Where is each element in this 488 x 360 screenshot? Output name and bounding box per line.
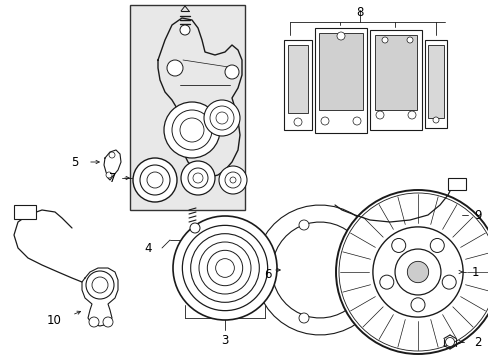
Circle shape: [407, 261, 428, 283]
Circle shape: [193, 173, 203, 183]
Circle shape: [429, 238, 444, 252]
Circle shape: [199, 242, 250, 294]
Circle shape: [394, 249, 440, 295]
Circle shape: [219, 166, 246, 194]
Circle shape: [352, 117, 360, 125]
Circle shape: [445, 338, 453, 346]
Circle shape: [293, 118, 302, 126]
Circle shape: [335, 190, 488, 354]
Circle shape: [381, 37, 387, 43]
Text: 5: 5: [70, 156, 78, 168]
Text: 4: 4: [144, 242, 152, 255]
Circle shape: [320, 117, 328, 125]
Circle shape: [229, 177, 236, 183]
Circle shape: [298, 313, 308, 323]
Circle shape: [410, 298, 424, 312]
Bar: [130, 5, 244, 210]
Circle shape: [190, 234, 259, 302]
Bar: [447, 178, 465, 190]
Circle shape: [203, 100, 240, 136]
Circle shape: [406, 37, 412, 43]
Bar: [284, 40, 311, 130]
Circle shape: [109, 152, 115, 158]
Circle shape: [209, 106, 234, 130]
Circle shape: [133, 158, 177, 202]
Text: 6: 6: [264, 269, 271, 282]
Circle shape: [391, 238, 405, 252]
Circle shape: [432, 117, 438, 123]
Bar: [424, 40, 446, 128]
Circle shape: [379, 275, 393, 289]
Circle shape: [180, 118, 203, 142]
Circle shape: [163, 102, 220, 158]
Circle shape: [298, 220, 308, 230]
Circle shape: [336, 32, 345, 40]
Circle shape: [103, 317, 113, 327]
Text: 9: 9: [473, 208, 481, 221]
Circle shape: [86, 271, 114, 299]
Circle shape: [372, 227, 462, 317]
Bar: [287, 45, 307, 113]
Circle shape: [207, 250, 242, 286]
Circle shape: [140, 165, 170, 195]
Bar: [314, 28, 366, 133]
Circle shape: [167, 60, 183, 76]
Text: 1: 1: [471, 266, 479, 279]
Text: 8: 8: [356, 5, 363, 18]
Text: 10: 10: [47, 314, 62, 327]
Circle shape: [181, 161, 215, 195]
Text: 7: 7: [108, 171, 116, 185]
Bar: [427, 45, 443, 118]
Circle shape: [173, 216, 276, 320]
Circle shape: [224, 65, 239, 79]
Circle shape: [190, 223, 200, 233]
Circle shape: [147, 172, 163, 188]
Bar: [14, 205, 36, 219]
Circle shape: [441, 275, 455, 289]
Circle shape: [338, 193, 488, 351]
Bar: [318, 33, 362, 110]
Circle shape: [224, 172, 241, 188]
Circle shape: [407, 111, 415, 119]
Circle shape: [375, 111, 383, 119]
Circle shape: [180, 25, 190, 35]
Circle shape: [216, 112, 227, 124]
Circle shape: [106, 172, 112, 178]
Circle shape: [89, 317, 99, 327]
Circle shape: [187, 168, 207, 188]
Bar: [369, 30, 421, 130]
Circle shape: [172, 110, 212, 150]
Circle shape: [182, 225, 267, 311]
Circle shape: [215, 258, 234, 277]
Bar: [374, 35, 416, 110]
Text: 3: 3: [221, 333, 228, 346]
Text: 2: 2: [473, 336, 481, 348]
Circle shape: [92, 277, 108, 293]
